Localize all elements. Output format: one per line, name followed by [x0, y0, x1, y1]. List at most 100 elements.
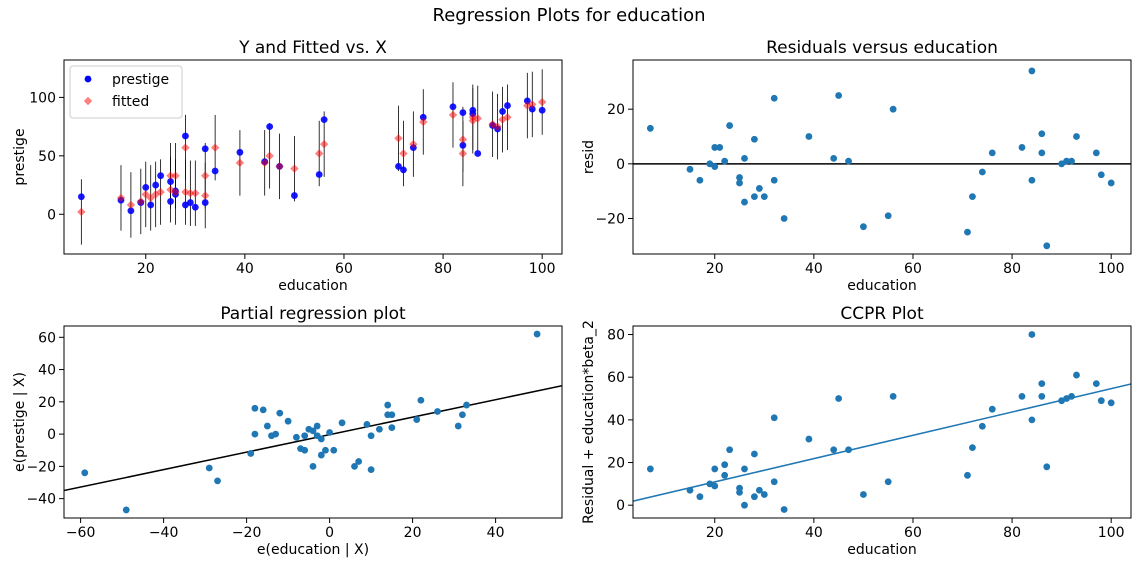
x-axis-label: e(education | X): [257, 542, 369, 558]
x-tick-label: −40: [149, 525, 179, 541]
subplot-3: Partial regression plot e(education | X) e…: [12, 304, 563, 558]
fitted-point: [528, 100, 537, 109]
fitted-point: [116, 193, 126, 203]
prestige-point: [499, 108, 506, 115]
data-point: [646, 124, 654, 132]
data-point: [711, 465, 719, 473]
fitted-point: [201, 171, 210, 180]
fitted-point: [235, 158, 245, 168]
data-point: [533, 330, 541, 338]
data-point: [780, 215, 788, 222]
legend-label-prestige: prestige: [112, 72, 169, 88]
subplot-title: Partial regression plot: [220, 304, 406, 324]
data-point: [969, 444, 976, 451]
data-point: [1018, 144, 1026, 151]
y-tick-label: 0: [47, 207, 56, 223]
y-tick-label: 0: [47, 427, 56, 443]
fitted-point: [394, 134, 403, 143]
x-axis-label: education: [278, 278, 347, 294]
y-tick-label: 0: [616, 498, 625, 514]
prestige-point: [186, 199, 194, 206]
data-point: [276, 409, 284, 417]
data-point: [1068, 393, 1075, 400]
data-point: [384, 401, 392, 409]
y-axis-label: e(prestige | X): [12, 372, 28, 472]
prestige-point: [419, 113, 427, 121]
data-point: [964, 228, 971, 236]
data-point: [835, 92, 843, 99]
data-point: [330, 446, 338, 454]
data-point: [81, 469, 89, 477]
subplot-2: Residuals versus education education resid…: [581, 38, 1132, 294]
data-point: [259, 406, 267, 414]
data-point: [780, 506, 788, 513]
x-tick-label: 60: [904, 525, 922, 541]
plot-area: [633, 331, 1131, 513]
data-point: [760, 193, 768, 201]
x-tick-label: 100: [529, 261, 556, 277]
data-point: [1107, 179, 1115, 187]
data-point: [711, 482, 719, 490]
fitted-point: [473, 114, 482, 123]
data-point: [860, 223, 867, 231]
x-tick-label: 40: [236, 261, 254, 277]
data-point: [367, 466, 375, 473]
data-point: [463, 401, 470, 409]
data-point: [741, 465, 748, 473]
data-point: [716, 144, 724, 151]
data-point: [1028, 67, 1036, 75]
data-point: [1028, 176, 1036, 184]
data-point: [736, 179, 743, 187]
data-point: [293, 433, 300, 441]
data-point: [1043, 242, 1051, 250]
y-tick-label: 40: [607, 413, 625, 429]
data-point: [1058, 160, 1066, 168]
y-tick-label: 20: [607, 456, 625, 472]
fitted-point: [181, 143, 190, 152]
x-axis-label: education: [847, 278, 916, 294]
subplot-4: CCPR Plot education Residual + education*b…: [581, 304, 1132, 558]
legend-label-fitted: fitted: [112, 94, 149, 110]
y-axis-label: resid: [581, 140, 597, 174]
data-point: [214, 477, 221, 485]
data-point: [272, 430, 280, 438]
data-point: [284, 417, 292, 425]
data-point: [741, 501, 748, 509]
fitted-point: [136, 197, 146, 206]
data-point: [1092, 149, 1100, 157]
data-point: [413, 416, 421, 423]
prestige-point: [538, 106, 546, 114]
data-point: [978, 168, 986, 176]
data-point: [1063, 157, 1070, 165]
data-point: [646, 465, 654, 473]
data-point: [884, 478, 892, 486]
data-point: [721, 157, 729, 165]
y-tick-label: 60: [607, 370, 625, 386]
fitted-point: [523, 101, 532, 110]
data-point: [755, 486, 763, 494]
data-point: [805, 133, 813, 140]
data-point: [988, 405, 996, 413]
data-point: [326, 429, 333, 436]
data-point: [988, 149, 996, 157]
fitted-point: [314, 149, 324, 158]
data-point: [1038, 380, 1046, 387]
data-point: [417, 396, 425, 404]
data-point: [1028, 416, 1036, 424]
data-point: [770, 176, 778, 184]
prestige-point: [157, 172, 165, 180]
data-point: [1038, 130, 1046, 138]
fitted-point: [319, 139, 329, 149]
prestige-point: [236, 148, 244, 156]
fit-line: [633, 383, 1131, 502]
data-point: [309, 462, 317, 470]
data-point: [434, 408, 441, 415]
data-point: [721, 471, 729, 479]
x-tick-label: 100: [1098, 261, 1125, 277]
legend: prestige fitted: [69, 65, 183, 119]
plot-area: [77, 69, 547, 245]
x-tick-label: 40: [805, 261, 823, 277]
data-point: [1038, 149, 1046, 157]
fitted-point: [171, 171, 180, 180]
prestige-point: [449, 103, 457, 111]
